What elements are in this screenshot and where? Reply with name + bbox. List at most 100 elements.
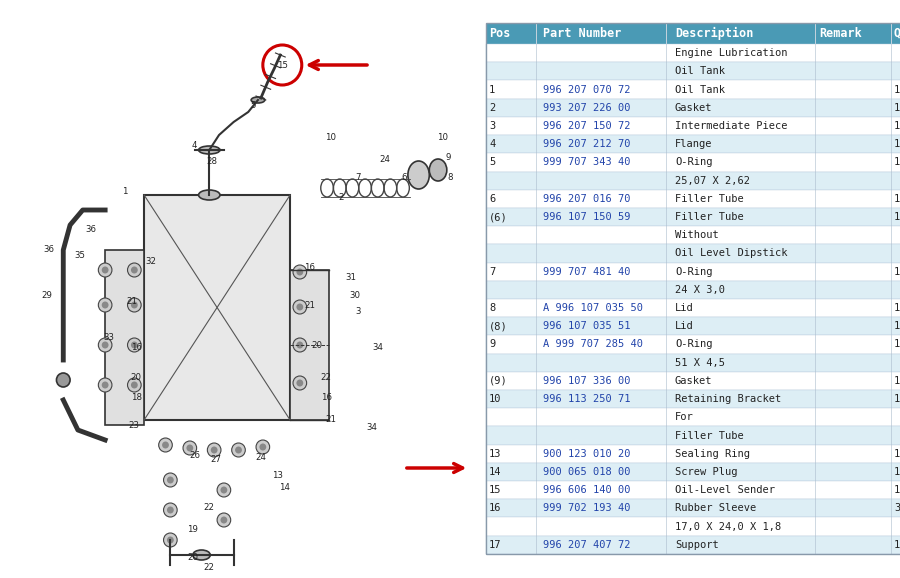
Text: 10: 10 xyxy=(489,394,501,404)
FancyBboxPatch shape xyxy=(486,499,900,517)
Text: 13: 13 xyxy=(489,449,501,459)
Text: 996 207 016 70: 996 207 016 70 xyxy=(544,194,631,204)
Circle shape xyxy=(211,446,218,454)
Text: 25,07 X 2,62: 25,07 X 2,62 xyxy=(675,176,750,186)
Text: O-Ring: O-Ring xyxy=(675,157,713,168)
Text: 36: 36 xyxy=(43,246,54,254)
Bar xyxy=(290,270,329,420)
Text: Qty.: Qty. xyxy=(894,27,900,40)
Text: 1: 1 xyxy=(894,212,900,222)
Text: 1: 1 xyxy=(894,394,900,404)
FancyBboxPatch shape xyxy=(891,23,900,44)
FancyBboxPatch shape xyxy=(486,281,900,299)
Circle shape xyxy=(296,380,303,387)
Text: 16: 16 xyxy=(489,503,501,513)
Text: 1: 1 xyxy=(894,266,900,277)
FancyBboxPatch shape xyxy=(486,444,900,463)
Text: 21: 21 xyxy=(126,298,137,306)
Circle shape xyxy=(293,338,307,352)
Text: 19: 19 xyxy=(187,525,198,535)
Circle shape xyxy=(293,265,307,279)
Circle shape xyxy=(217,483,230,497)
Text: 8: 8 xyxy=(489,303,495,313)
Text: 1: 1 xyxy=(894,449,900,459)
Text: Description: Description xyxy=(675,27,753,40)
FancyBboxPatch shape xyxy=(486,80,900,99)
Text: 20: 20 xyxy=(310,340,322,350)
FancyBboxPatch shape xyxy=(486,299,900,317)
Text: 36: 36 xyxy=(85,225,96,235)
Text: Pos: Pos xyxy=(489,27,510,40)
Text: 1: 1 xyxy=(894,339,900,350)
Circle shape xyxy=(220,517,228,524)
Text: Remark: Remark xyxy=(819,27,862,40)
Circle shape xyxy=(186,444,194,451)
Ellipse shape xyxy=(193,550,211,560)
Text: Flange: Flange xyxy=(675,139,713,149)
Text: Screw Plug: Screw Plug xyxy=(675,467,737,477)
Circle shape xyxy=(102,302,109,309)
Text: Part Number: Part Number xyxy=(544,27,622,40)
FancyBboxPatch shape xyxy=(486,390,900,408)
FancyBboxPatch shape xyxy=(486,172,900,190)
Text: 6: 6 xyxy=(401,173,407,183)
Text: 15: 15 xyxy=(489,485,501,495)
Text: Support: Support xyxy=(675,540,719,550)
Circle shape xyxy=(102,381,109,388)
Text: 21: 21 xyxy=(304,301,315,309)
Text: 15: 15 xyxy=(277,61,288,69)
Text: Sealing Ring: Sealing Ring xyxy=(675,449,750,459)
Circle shape xyxy=(128,338,141,352)
Circle shape xyxy=(162,442,169,449)
FancyBboxPatch shape xyxy=(486,99,900,117)
Text: 1: 1 xyxy=(894,485,900,495)
Circle shape xyxy=(98,263,112,277)
Circle shape xyxy=(164,503,177,517)
Text: 996 207 407 72: 996 207 407 72 xyxy=(544,540,631,550)
Circle shape xyxy=(130,381,138,388)
Circle shape xyxy=(259,443,266,450)
FancyBboxPatch shape xyxy=(486,44,900,62)
Text: Oil-Level Sender: Oil-Level Sender xyxy=(675,485,775,495)
Text: Rubber Sleeve: Rubber Sleeve xyxy=(675,503,756,513)
Text: 33: 33 xyxy=(104,334,114,343)
Text: O-Ring: O-Ring xyxy=(675,266,713,277)
Text: 996 207 150 72: 996 207 150 72 xyxy=(544,121,631,131)
Circle shape xyxy=(207,443,221,457)
Text: 22: 22 xyxy=(203,564,215,572)
Circle shape xyxy=(256,440,270,454)
Circle shape xyxy=(164,533,177,547)
Text: 2: 2 xyxy=(338,194,344,202)
Text: 993 207 226 00: 993 207 226 00 xyxy=(544,103,631,113)
Circle shape xyxy=(231,443,246,457)
Ellipse shape xyxy=(408,161,429,189)
Text: O-Ring: O-Ring xyxy=(675,339,713,350)
Ellipse shape xyxy=(57,373,70,387)
Circle shape xyxy=(98,298,112,312)
Text: 9: 9 xyxy=(489,339,495,350)
Text: 16: 16 xyxy=(320,394,331,402)
Text: Filler Tube: Filler Tube xyxy=(675,431,743,440)
Text: 996 606 140 00: 996 606 140 00 xyxy=(544,485,631,495)
Circle shape xyxy=(98,338,112,352)
Text: 7: 7 xyxy=(356,173,361,183)
Text: Without: Without xyxy=(675,230,719,240)
Circle shape xyxy=(102,266,109,273)
Text: 20: 20 xyxy=(130,373,142,383)
Text: 996 107 336 00: 996 107 336 00 xyxy=(544,376,631,386)
Text: (6): (6) xyxy=(489,212,508,222)
Text: 14: 14 xyxy=(279,484,290,492)
Ellipse shape xyxy=(199,146,220,154)
Text: 1: 1 xyxy=(894,303,900,313)
FancyBboxPatch shape xyxy=(486,517,900,536)
Text: Intermediate Piece: Intermediate Piece xyxy=(675,121,788,131)
Text: A 996 107 035 50: A 996 107 035 50 xyxy=(544,303,644,313)
Ellipse shape xyxy=(251,97,265,103)
Circle shape xyxy=(220,487,228,494)
Text: 1: 1 xyxy=(894,84,900,95)
Text: 999 707 481 40: 999 707 481 40 xyxy=(544,266,631,277)
Circle shape xyxy=(217,513,230,527)
Text: 32: 32 xyxy=(146,258,157,266)
Circle shape xyxy=(293,300,307,314)
FancyBboxPatch shape xyxy=(536,23,666,44)
